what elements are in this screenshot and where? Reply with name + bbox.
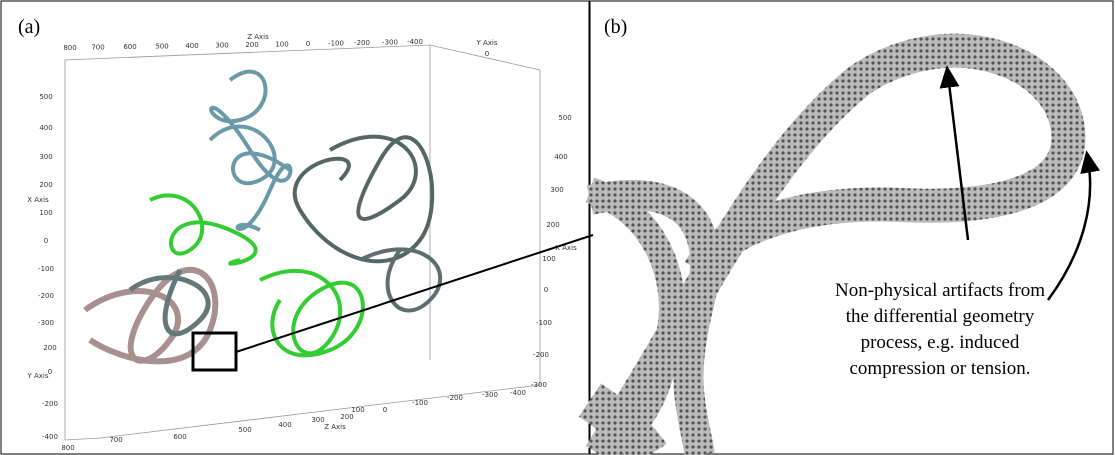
- tick-label: 100: [275, 41, 288, 49]
- tick-label: 400: [278, 421, 291, 429]
- tick-label: -400: [42, 433, 58, 441]
- panel-label: (a): [18, 16, 40, 38]
- tick-label: 200: [340, 413, 353, 421]
- tick-label: 700: [91, 44, 104, 52]
- tick-label: 700: [109, 436, 122, 444]
- axis-label: Y Axis: [26, 372, 48, 380]
- nanotubes: [578, 33, 1086, 455]
- tick-label: 200: [546, 221, 559, 229]
- tick-label: -100: [328, 40, 344, 48]
- tick-label: 100: [39, 209, 52, 217]
- tick-label: 800: [63, 44, 76, 52]
- tick-label: 200: [43, 344, 56, 352]
- tick-label: 400: [185, 42, 198, 50]
- tick-label: -200: [354, 39, 370, 47]
- tick-label: 300: [215, 42, 228, 50]
- tick-label: -100: [536, 319, 552, 327]
- tick-label: 400: [39, 124, 52, 132]
- tick-label: 500: [238, 426, 251, 434]
- zoom-line: [235, 234, 594, 353]
- tick-label: -300: [531, 381, 547, 389]
- tick-label: 0: [48, 368, 52, 376]
- tick-label: -200: [533, 351, 549, 359]
- tick-label: -400: [510, 389, 526, 397]
- tick-label: 500: [558, 114, 571, 122]
- tick-label: -200: [42, 400, 58, 408]
- tick-label: 0: [306, 40, 310, 48]
- tick-label: 400: [554, 153, 567, 161]
- tick-label: -300: [382, 39, 398, 47]
- tick-label: 600: [123, 43, 136, 51]
- tick-label: 200: [39, 181, 52, 189]
- panel-a-frame: [0, 0, 590, 455]
- arrow: [1046, 150, 1101, 301]
- tick-label: 0: [544, 286, 548, 294]
- tube-cluster: [83, 69, 443, 365]
- panel-label: (b): [604, 16, 627, 38]
- tick-label: 0: [383, 406, 387, 414]
- tick-label: -200: [447, 394, 463, 402]
- tick-label: 100: [542, 255, 555, 263]
- axis-label: X Axis: [555, 244, 577, 252]
- tick-label: 500: [39, 93, 52, 101]
- annotation-line: process, e.g. induced: [861, 332, 1020, 353]
- tick-label: 200: [245, 41, 258, 49]
- tick-label: 500: [155, 43, 168, 51]
- axis-label: Z Axis: [324, 423, 346, 431]
- axis-label: X Axis: [27, 196, 49, 204]
- tick-label: -300: [482, 391, 498, 399]
- axis-label: Z Axis: [247, 33, 269, 41]
- tick-label: 600: [173, 433, 186, 441]
- tick-label: 300: [39, 153, 52, 161]
- tick-label: -100: [38, 265, 54, 273]
- axis-label: Y Axis: [475, 39, 497, 47]
- annotation-line: Non-physical artifacts from: [835, 280, 1045, 301]
- tick-label: 300: [311, 416, 324, 424]
- annotation-line: compression or tension.: [849, 358, 1030, 379]
- annotation-line: the differential geometry: [846, 306, 1035, 327]
- tick-label: -300: [38, 319, 54, 327]
- tick-label: 100: [351, 406, 364, 414]
- arrow: [939, 65, 970, 241]
- tick-label: 0: [44, 237, 48, 245]
- tick-label: 300: [550, 186, 563, 194]
- tick-label: -200: [38, 292, 54, 300]
- tick-label: 800: [61, 444, 74, 452]
- tick-label: -100: [412, 399, 428, 407]
- tick-label: -400: [407, 38, 423, 46]
- tick-label: 0: [485, 50, 489, 58]
